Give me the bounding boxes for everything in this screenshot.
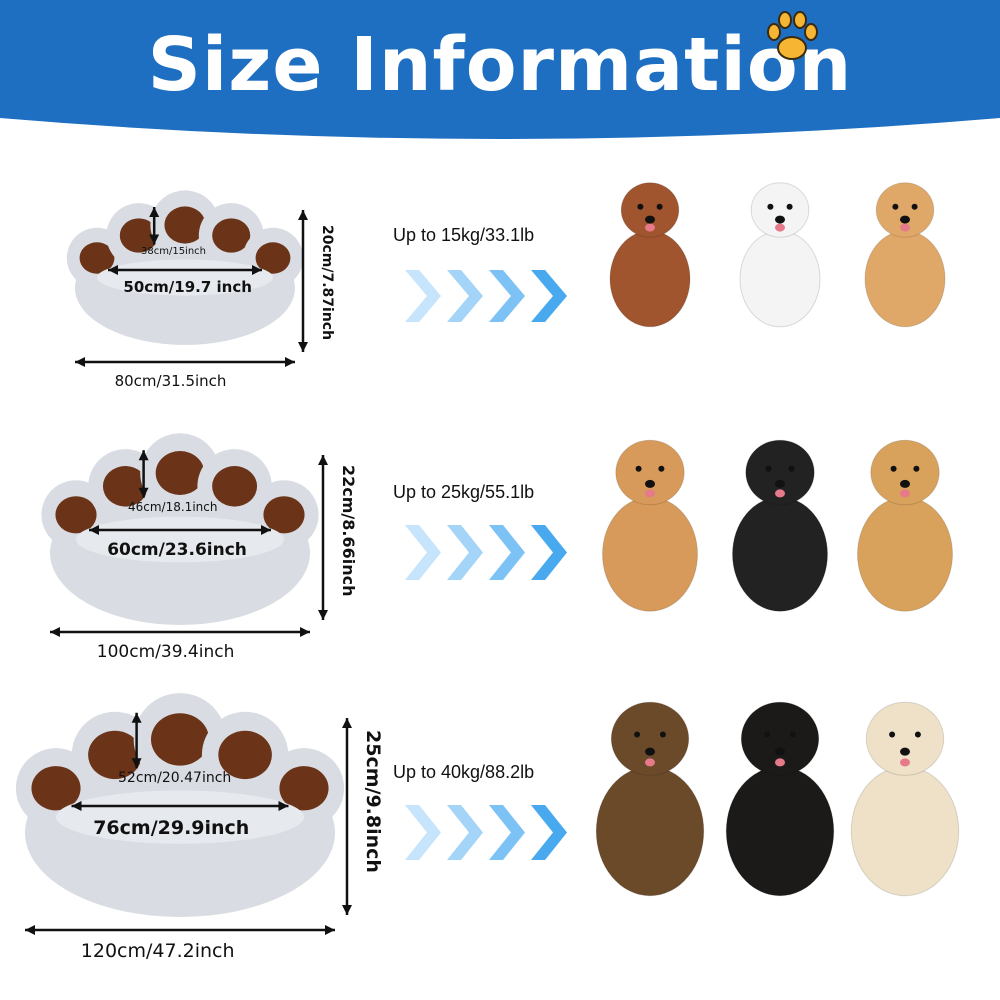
dog-photo-french-bulldog — [732, 439, 828, 612]
chevron-arrow-icon — [531, 805, 567, 860]
height-arrow — [318, 455, 328, 620]
dog-photo-pomeranian — [864, 182, 946, 328]
chevron-arrow-icon — [447, 805, 483, 860]
toe-height-label: 52cm/20.47inch — [118, 770, 232, 787]
chevron-arrow-icon — [405, 270, 441, 322]
chevron-arrow-icon — [489, 270, 525, 322]
outer-width-arrow — [75, 357, 295, 367]
weight-capacity-label: Up to 15kg/33.1lb — [393, 225, 535, 245]
inner-width-arrow — [71, 801, 289, 811]
dog-photo-golden-retriever — [857, 439, 953, 612]
toe-height-arrow — [138, 450, 149, 498]
inner-width-arrow — [108, 265, 262, 275]
toe-height-arrow — [131, 712, 142, 769]
inner-width-label: 60cm/23.6inch — [107, 539, 247, 560]
header-banner — [0, 0, 1000, 139]
inner-width-label: 76cm/29.9inch — [93, 817, 250, 840]
chevron-arrow-icon — [531, 525, 567, 580]
page-title: Size Information — [147, 22, 853, 108]
chevron-arrow-icon — [489, 525, 525, 580]
chevron-arrow-icon — [531, 270, 567, 322]
weight-capacity-label: Up to 25kg/55.1lb — [393, 482, 535, 502]
chevron-arrow-icon — [405, 525, 441, 580]
outer-width-label: 120cm/47.2inch — [80, 940, 235, 962]
outer-width-arrow — [25, 925, 335, 935]
outer-width-label: 100cm/39.4inch — [96, 642, 235, 662]
toe-height-label: 38cm/15inch — [141, 246, 207, 257]
toe-height-label: 46cm/18.1inch — [128, 499, 218, 514]
dog-photo-rottweiler — [725, 701, 835, 897]
chevron-arrow-icon — [447, 525, 483, 580]
dog-photo-white-pomeranian — [739, 182, 821, 328]
toe-height-arrow — [149, 207, 160, 245]
height-arrow — [342, 718, 352, 915]
inner-width-arrow — [89, 525, 271, 535]
inner-width-label: 50cm/19.7 inch — [123, 277, 252, 296]
outer-width-arrow — [50, 627, 310, 637]
dog-photo-labrador — [850, 701, 960, 897]
height-label: 25cm/9.8inch — [362, 730, 384, 873]
chevron-arrow-icon — [447, 270, 483, 322]
outer-width-label: 80cm/31.5inch — [114, 372, 227, 390]
weight-capacity-label: Up to 40kg/88.2lb — [393, 762, 535, 782]
dog-photo-german-shepherd — [595, 701, 705, 897]
paw-icon — [767, 11, 818, 60]
chevron-arrow-icon — [405, 805, 441, 860]
chevron-arrow-icon — [489, 805, 525, 860]
dog-photo-toy-poodle — [609, 182, 691, 328]
height-arrow — [298, 210, 308, 352]
dog-photo-shiba-inu — [602, 439, 698, 612]
